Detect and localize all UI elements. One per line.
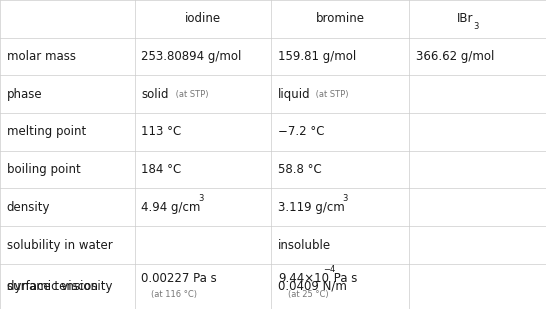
Text: (at STP): (at STP) <box>313 90 349 99</box>
Text: IBr: IBr <box>456 12 473 25</box>
Text: 58.8 °C: 58.8 °C <box>278 163 322 176</box>
Text: −4: −4 <box>323 265 335 273</box>
Text: 3: 3 <box>473 22 478 31</box>
Text: 366.62 g/mol: 366.62 g/mol <box>416 50 494 63</box>
Text: 159.81 g/mol: 159.81 g/mol <box>278 50 356 63</box>
Text: 9.44×10: 9.44×10 <box>278 272 329 285</box>
Text: solid: solid <box>141 88 169 101</box>
Text: 0.00227 Pa s: 0.00227 Pa s <box>141 272 217 285</box>
Text: dynamic viscosity: dynamic viscosity <box>7 280 112 293</box>
Text: 3.119 g/cm: 3.119 g/cm <box>278 201 345 214</box>
Text: 184 °C: 184 °C <box>141 163 182 176</box>
Text: Pa s: Pa s <box>330 272 357 285</box>
Text: surface tension: surface tension <box>7 280 98 293</box>
Text: solubility in water: solubility in water <box>7 239 112 252</box>
Text: 113 °C: 113 °C <box>141 125 182 138</box>
Text: insoluble: insoluble <box>278 239 331 252</box>
Text: 3: 3 <box>198 194 204 203</box>
Text: boiling point: boiling point <box>7 163 80 176</box>
Text: 0.0409 N/m: 0.0409 N/m <box>278 280 347 293</box>
Text: 3: 3 <box>342 194 348 203</box>
Text: (at 116 °C): (at 116 °C) <box>151 290 197 299</box>
Text: iodine: iodine <box>185 12 221 25</box>
Text: 4.94 g/cm: 4.94 g/cm <box>141 201 201 214</box>
Text: liquid: liquid <box>278 88 311 101</box>
Text: bromine: bromine <box>316 12 365 25</box>
Text: (at STP): (at STP) <box>173 90 209 99</box>
Text: (at 25 °C): (at 25 °C) <box>288 290 328 299</box>
Text: density: density <box>7 201 50 214</box>
Text: −7.2 °C: −7.2 °C <box>278 125 324 138</box>
Text: phase: phase <box>7 88 42 101</box>
Text: molar mass: molar mass <box>7 50 75 63</box>
Text: melting point: melting point <box>7 125 86 138</box>
Text: 253.80894 g/mol: 253.80894 g/mol <box>141 50 242 63</box>
